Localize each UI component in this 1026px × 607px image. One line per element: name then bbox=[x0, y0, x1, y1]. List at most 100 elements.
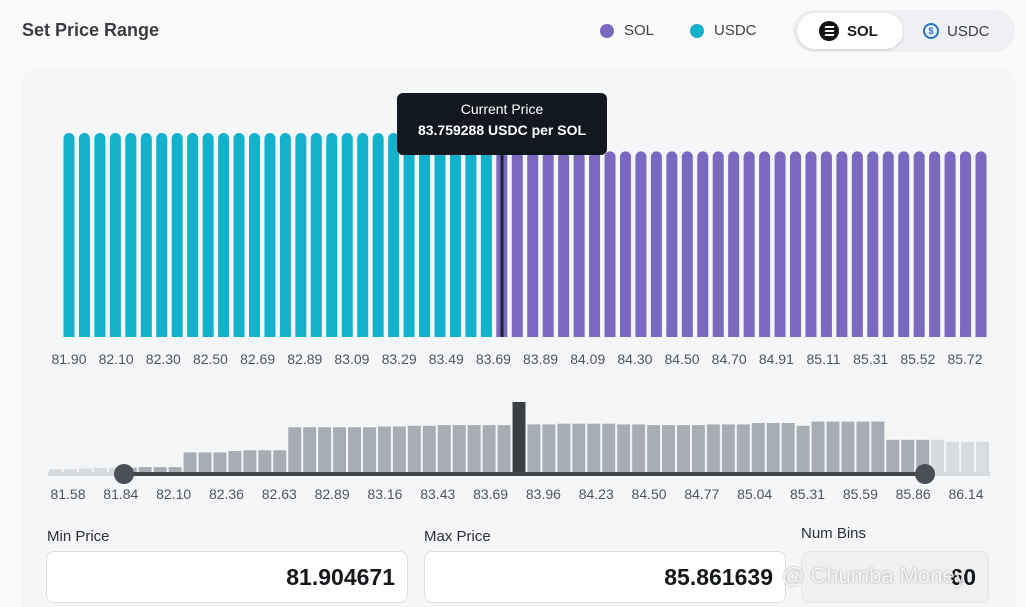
range-bin-bar bbox=[931, 439, 945, 472]
range-tick-label: 85.59 bbox=[843, 486, 878, 502]
range-bin-bar bbox=[856, 421, 870, 472]
range-bin-bar bbox=[706, 424, 720, 472]
toggle-sol-label: SOL bbox=[847, 22, 878, 40]
x-tick-label: 85.52 bbox=[900, 351, 935, 367]
bar-base bbox=[264, 331, 276, 337]
x-tick-label: 84.09 bbox=[570, 351, 605, 367]
x-tick-label: 83.29 bbox=[382, 351, 417, 367]
min-range-handle[interactable] bbox=[114, 464, 134, 484]
bar-base bbox=[156, 331, 168, 337]
bar-base bbox=[635, 331, 647, 337]
range-bin-bar bbox=[348, 427, 361, 472]
range-bin-bar bbox=[632, 424, 646, 472]
sol-liquidity-bar bbox=[882, 151, 894, 337]
x-tick-label: 84.30 bbox=[617, 351, 652, 367]
range-bin-bar bbox=[183, 452, 197, 472]
bar-base bbox=[372, 331, 384, 337]
usdc-liquidity-bar bbox=[202, 133, 214, 337]
range-tick-label: 85.31 bbox=[790, 486, 825, 502]
range-bin-bar bbox=[377, 426, 391, 472]
bar-base bbox=[759, 331, 771, 337]
usdc-liquidity-bar bbox=[218, 133, 230, 337]
range-bin-bar bbox=[407, 425, 421, 472]
tooltip-value: 83.759288 USDC per SOL bbox=[417, 122, 587, 138]
bar-base bbox=[743, 331, 755, 337]
range-bin-bar bbox=[243, 450, 257, 472]
range-bin-bar bbox=[78, 468, 92, 472]
range-bin-bar bbox=[333, 427, 347, 472]
range-bin-bar bbox=[796, 425, 810, 472]
usdc-liquidity-bar bbox=[295, 133, 307, 337]
sol-liquidity-bar bbox=[944, 151, 956, 337]
bar-base bbox=[944, 331, 956, 337]
num-bins-input[interactable]: 60 bbox=[801, 551, 989, 603]
token-toggle: SOL $ USDC bbox=[793, 10, 1015, 52]
bar-base bbox=[78, 331, 90, 337]
sol-dot-icon bbox=[600, 23, 614, 38]
range-bin-bar bbox=[691, 425, 705, 472]
x-tick-label: 84.50 bbox=[665, 351, 700, 367]
range-bin-bar bbox=[602, 423, 616, 472]
legend-usdc: USDC bbox=[690, 22, 757, 39]
sol-liquidity-bar bbox=[511, 151, 523, 337]
max-range-handle[interactable] bbox=[915, 464, 935, 484]
bar-base bbox=[357, 331, 369, 337]
usdc-dot-icon bbox=[690, 23, 704, 38]
x-tick-label: 82.89 bbox=[287, 351, 322, 367]
sol-liquidity-bar bbox=[558, 151, 570, 337]
usdc-liquidity-bar bbox=[156, 133, 168, 337]
range-bin-bar bbox=[363, 427, 376, 472]
bar-base bbox=[573, 331, 585, 337]
max-price-input[interactable]: 85.861639 bbox=[424, 551, 786, 603]
sol-liquidity-bar bbox=[743, 151, 755, 337]
bar-base bbox=[341, 331, 353, 337]
usdc-liquidity-bar bbox=[465, 133, 477, 337]
sol-liquidity-bar bbox=[697, 151, 709, 337]
range-bin-bar bbox=[63, 469, 77, 472]
toggle-sol-button[interactable]: SOL bbox=[797, 13, 903, 49]
sol-liquidity-bar bbox=[774, 151, 786, 337]
usdc-liquidity-bar bbox=[140, 133, 152, 337]
bar-base bbox=[712, 331, 724, 337]
range-bin-bar bbox=[213, 452, 227, 472]
legend-sol: SOL bbox=[600, 22, 654, 39]
range-bin-bar bbox=[766, 423, 780, 472]
x-tick-label: 85.11 bbox=[807, 351, 841, 367]
usdc-liquidity-bar bbox=[187, 133, 199, 337]
sol-liquidity-bar bbox=[573, 151, 585, 337]
usdc-liquidity-bar bbox=[403, 133, 415, 337]
range-bin-bar bbox=[781, 423, 795, 472]
bar-base bbox=[681, 331, 693, 337]
bar-base bbox=[836, 331, 848, 337]
sol-liquidity-bar bbox=[759, 151, 771, 337]
sol-liquidity-bar bbox=[712, 151, 724, 337]
usdc-liquidity-bar bbox=[78, 133, 90, 337]
min-price-input[interactable]: 81.904671 bbox=[46, 551, 408, 603]
bar-base bbox=[187, 331, 199, 337]
toggle-usdc-label: USDC bbox=[947, 22, 990, 40]
toggle-usdc-button[interactable]: $ USDC bbox=[913, 13, 1011, 49]
usdc-liquidity-bar bbox=[372, 133, 384, 337]
sol-liquidity-bar bbox=[913, 151, 925, 337]
bar-base bbox=[511, 331, 523, 337]
bar-base bbox=[805, 331, 817, 337]
sol-liquidity-bar bbox=[650, 151, 662, 337]
bar-base bbox=[960, 331, 972, 337]
x-tick-label: 85.31 bbox=[853, 351, 888, 367]
usdc-liquidity-bar bbox=[63, 133, 75, 337]
range-bin-bar bbox=[467, 425, 481, 472]
range-bin-bar bbox=[647, 425, 661, 472]
range-tick-label: 84.50 bbox=[632, 486, 667, 502]
sol-liquidity-bar bbox=[589, 151, 601, 337]
range-tick-label: 82.63 bbox=[262, 486, 297, 502]
usdc-liquidity-bar bbox=[233, 133, 245, 337]
bar-base bbox=[326, 331, 338, 337]
usdc-token-icon: $ bbox=[923, 23, 939, 39]
range-bin-bar bbox=[452, 425, 466, 472]
bar-base bbox=[480, 331, 492, 337]
bar-base bbox=[94, 331, 106, 337]
range-tick-label: 84.23 bbox=[579, 486, 614, 502]
usdc-liquidity-bar bbox=[449, 133, 461, 337]
range-tick-label: 86.14 bbox=[948, 486, 983, 502]
max-price-label: Max Price bbox=[424, 528, 491, 545]
